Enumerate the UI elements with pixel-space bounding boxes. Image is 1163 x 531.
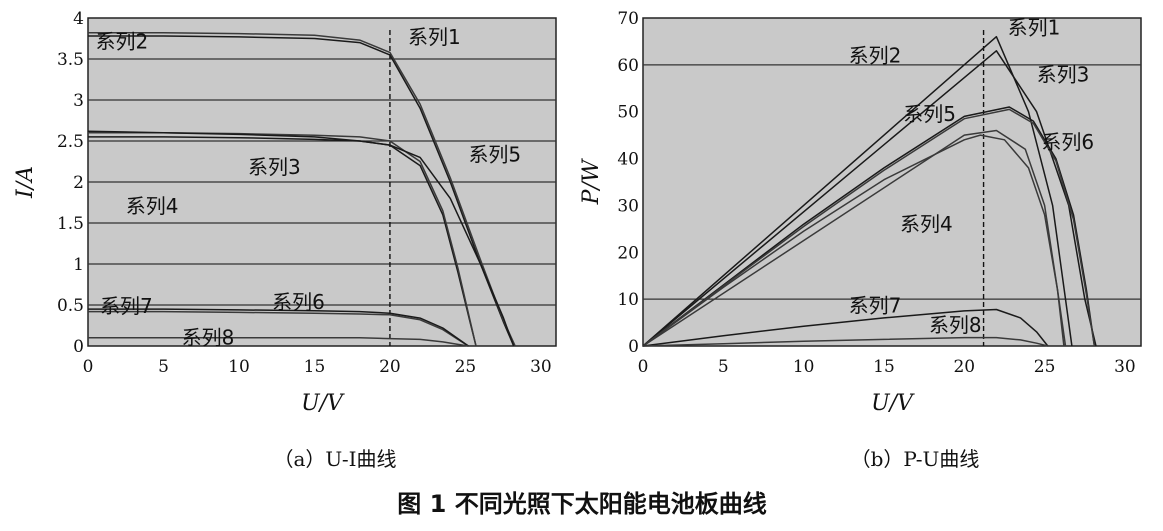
- subcaption-pu: （b）P-U曲线: [851, 447, 980, 471]
- series-line-4: [642, 134, 1065, 347]
- y-tick-label: 30: [617, 196, 639, 216]
- series-label: 系列1: [408, 25, 461, 49]
- series-label: 系列3: [1037, 62, 1090, 86]
- y-tick-label: 1: [73, 255, 84, 275]
- series-line-6: [642, 108, 1096, 347]
- y-tick-label: 50: [617, 103, 639, 123]
- series-label: 系列5: [903, 102, 956, 126]
- y-tick-label: 2: [73, 173, 84, 193]
- x-tick-label: 20: [953, 357, 975, 377]
- series-line-8: [642, 336, 1048, 347]
- y-tick-label: 1.5: [57, 214, 84, 234]
- series-line-1: [642, 35, 1073, 347]
- y-tick-label: 40: [617, 150, 639, 170]
- x-tick-label: 20: [379, 357, 401, 377]
- x-tick-label: 5: [158, 357, 169, 377]
- series-label: 系列4: [900, 212, 953, 236]
- series-label: 系列5: [468, 143, 521, 167]
- series-line-6: [88, 310, 469, 347]
- y-tick-label: 2.5: [57, 132, 84, 152]
- series-line-7: [88, 308, 469, 347]
- y-tick-label: 60: [617, 56, 639, 76]
- series-label: 系列6: [272, 290, 325, 314]
- series-label: 系列3: [248, 155, 301, 179]
- series-label: 系列7: [100, 294, 153, 318]
- series-label: 系列4: [126, 194, 179, 218]
- x-tick-label: 5: [718, 357, 729, 377]
- y-tick-label: 3: [73, 91, 84, 111]
- x-tick-label: 10: [228, 357, 250, 377]
- subcaption-ui: （a）U-I曲线: [273, 447, 396, 471]
- x-tick-label: 25: [455, 357, 477, 377]
- series-label: 系列8: [929, 313, 982, 337]
- y-tick-label: 3.5: [57, 50, 84, 70]
- y-tick-label: 20: [617, 243, 639, 263]
- x-tick-label: 30: [530, 357, 552, 377]
- figure-caption: 图 1 不同光照下太阳能电池板曲线: [397, 490, 766, 518]
- series-label: 系列7: [849, 293, 902, 317]
- series-line-8: [88, 337, 469, 347]
- series-label: 系列8: [182, 325, 235, 349]
- x-tick-label: 25: [1034, 357, 1056, 377]
- series-label: 系列2: [96, 29, 149, 53]
- x-tick-label: 0: [83, 357, 94, 377]
- y-tick-label: 70: [617, 9, 639, 29]
- x-tick-label: 15: [304, 357, 326, 377]
- x-axis-title: U/V: [301, 391, 345, 416]
- series-label: 系列2: [849, 44, 902, 68]
- y-tick-label: 4: [73, 9, 84, 29]
- chart-pu-curve: 0 10 20 30 40 50 60 70 0 5 10 15 20 25 30 系列1 系列2 系列3 系列5 系…: [579, 9, 1142, 416]
- y-tick-label: 0: [73, 337, 84, 357]
- series-label: 系列6: [1041, 130, 1094, 154]
- x-tick-label: 15: [873, 357, 895, 377]
- y-tick-label: 0: [628, 337, 639, 357]
- y-tick-label: 10: [617, 290, 639, 310]
- series-line-7: [642, 308, 1049, 347]
- chart-ui-curve: 0 0.5 1 1.5 2 2.5 3 3.5 4 0 5 10 15 20 25 30 系列2 系列1 系列5 系列…: [13, 9, 557, 416]
- series-line-3: [642, 50, 1097, 347]
- y-axis-title: I/A: [13, 166, 38, 199]
- x-axis-title: U/V: [871, 391, 915, 416]
- series-label: 系列1: [1008, 15, 1061, 39]
- series-line-5: [87, 130, 515, 347]
- x-tick-label: 0: [638, 357, 649, 377]
- x-tick-label: 30: [1114, 357, 1136, 377]
- y-tick-label: 0.5: [57, 296, 84, 316]
- series-line-5: [642, 106, 1096, 347]
- x-tick-label: 10: [793, 357, 815, 377]
- y-axis-title: P/W: [579, 157, 604, 205]
